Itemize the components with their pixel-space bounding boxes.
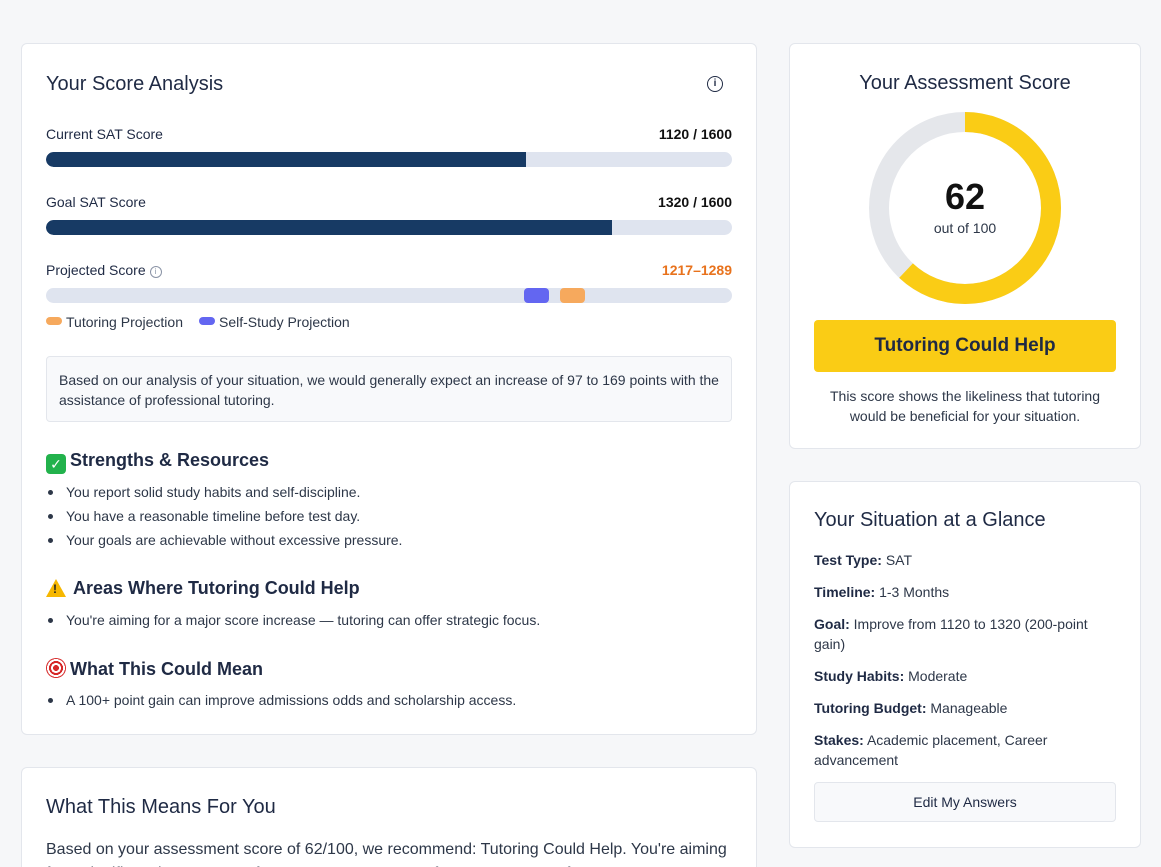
meaning-heading-text: What This Could Mean bbox=[70, 659, 263, 679]
meaning-heading: What This Could Mean bbox=[46, 658, 263, 680]
projected-score-label-text: Projected Score bbox=[46, 262, 146, 278]
self-study-swatch bbox=[198, 317, 215, 325]
projected-info-icon[interactable]: i bbox=[149, 266, 162, 278]
score-gauge bbox=[869, 112, 1061, 304]
glance-label: Tutoring Budget: bbox=[814, 700, 927, 716]
means-for-you-card: What This Means For You Based on your as… bbox=[21, 767, 757, 867]
glance-value: Academic placement, Career advancement bbox=[814, 732, 1048, 768]
glance-label: Stakes: bbox=[814, 732, 864, 748]
areas-heading: ! Areas Where Tutoring Could Help bbox=[46, 578, 360, 599]
areas-heading-text: Areas Where Tutoring Could Help bbox=[73, 578, 360, 598]
verdict-description: This score shows the likeliness that tut… bbox=[829, 388, 1100, 424]
projected-score-range: 1217–1289 bbox=[661, 262, 732, 278]
legend-tutoring: Tutoring Projection bbox=[46, 314, 183, 330]
glance-item-budget: Tutoring Budget: Manageable bbox=[814, 698, 1114, 718]
legend-self-study: Self-Study Projection bbox=[198, 314, 350, 330]
glance-value: SAT bbox=[885, 552, 913, 568]
list-item: You're aiming for a major score increase… bbox=[47, 608, 540, 632]
warning-icon: ! bbox=[46, 579, 66, 597]
glance-label: Goal: bbox=[814, 616, 850, 632]
meaning-list: A 100+ point gain can improve admissions… bbox=[47, 688, 516, 712]
glance-value: Moderate bbox=[908, 668, 968, 684]
glance-item-study-habits: Study Habits: Moderate bbox=[814, 666, 1114, 686]
areas-list: You're aiming for a major score increase… bbox=[47, 608, 540, 632]
projected-score-bar bbox=[46, 288, 732, 303]
glance-item-goal: Goal: Improve from 1120 to 1320 (200-poi… bbox=[814, 614, 1114, 654]
means-for-you-title: What This Means For You bbox=[46, 796, 276, 818]
assessment-title: Your Assessment Score bbox=[859, 72, 1071, 94]
glance-label: Study Habits: bbox=[814, 668, 905, 684]
legend-self-study-label: Self-Study Projection bbox=[218, 314, 350, 330]
glance-label: Test Type: bbox=[814, 552, 882, 568]
glance-card: Your Situation at a Glance Test Type: SA… bbox=[789, 481, 1141, 848]
strengths-heading-text: Strengths & Resources bbox=[70, 450, 270, 470]
assessment-card: Your Assessment Score 62 out of 100 Tuto… bbox=[789, 43, 1141, 449]
list-item: You report solid study habits and self-d… bbox=[47, 480, 402, 504]
tutoring-swatch bbox=[46, 317, 62, 325]
glance-title: Your Situation at a Glance bbox=[814, 509, 1046, 531]
glance-label: Timeline: bbox=[814, 584, 876, 600]
glance-value: Manageable bbox=[930, 700, 1008, 716]
tutoring-marker bbox=[559, 288, 585, 303]
goal-score-bar bbox=[46, 220, 732, 235]
glance-item-test-type: Test Type: SAT bbox=[814, 550, 1114, 570]
list-item: Your goals are achievable without excess… bbox=[47, 528, 402, 552]
self-study-marker bbox=[523, 288, 549, 303]
goal-score-value: 1320 / 1600 bbox=[658, 194, 732, 210]
glance-item-timeline: Timeline: 1-3 Months bbox=[814, 582, 1114, 602]
projected-score-label: Projected Score i bbox=[46, 262, 162, 278]
current-score-label: Current SAT Score bbox=[46, 126, 163, 142]
verdict-badge: Tutoring Could Help bbox=[814, 320, 1116, 372]
glance-item-stakes: Stakes: Academic placement, Career advan… bbox=[814, 730, 1114, 770]
current-score-value: 1120 / 1600 bbox=[658, 126, 732, 142]
target-icon bbox=[46, 658, 66, 678]
goal-score-label: Goal SAT Score bbox=[46, 194, 146, 210]
gauge-fill bbox=[869, 112, 1061, 304]
strengths-list: You report solid study habits and self-d… bbox=[47, 480, 402, 552]
assessment-score-scale: out of 100 bbox=[933, 220, 997, 236]
score-analysis-title: Your Score Analysis bbox=[46, 73, 224, 95]
list-item: You have a reasonable timeline before te… bbox=[47, 504, 402, 528]
current-score-fill bbox=[46, 152, 527, 167]
score-analysis-card: Your Score Analysis i Current SAT Score … bbox=[21, 43, 757, 735]
edit-answers-button[interactable]: Edit My Answers bbox=[814, 782, 1116, 822]
strengths-heading: ✓ Strengths & Resources bbox=[46, 450, 269, 474]
legend-tutoring-label: Tutoring Projection bbox=[66, 314, 183, 330]
means-for-you-body: Based on your assessment score of 62/100… bbox=[46, 841, 727, 867]
current-score-bar bbox=[46, 152, 732, 167]
info-icon[interactable]: i bbox=[707, 76, 723, 92]
glance-value: 1-3 Months bbox=[879, 584, 950, 600]
projection-legend: Tutoring Projection Self-Study Projectio… bbox=[46, 314, 350, 330]
glance-value: Improve from 1120 to 1320 (200-point gai… bbox=[814, 616, 1088, 652]
goal-score-fill bbox=[46, 220, 612, 235]
assessment-score-number: 62 bbox=[944, 176, 986, 217]
analysis-notice: Based on our analysis of your situation,… bbox=[46, 356, 732, 422]
list-item: A 100+ point gain can improve admissions… bbox=[47, 688, 516, 712]
check-mark-icon: ✓ bbox=[46, 454, 66, 474]
